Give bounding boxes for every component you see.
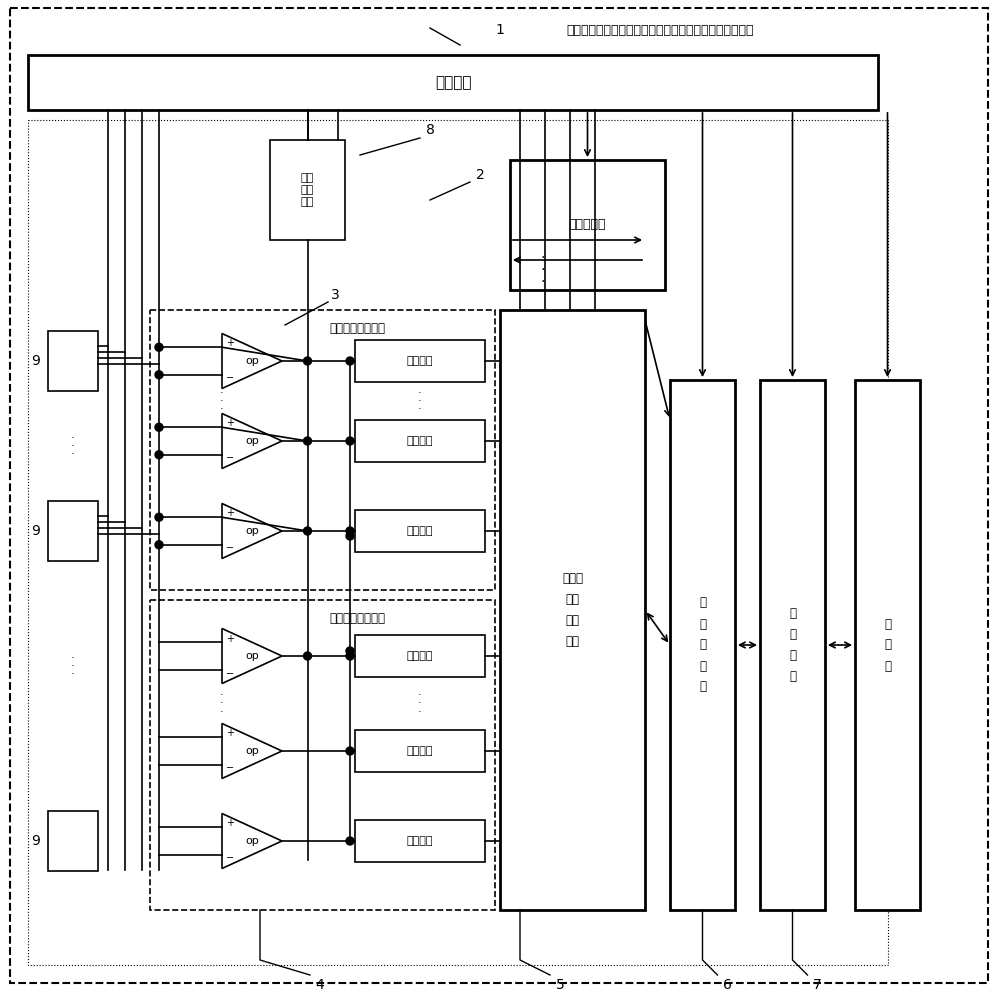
Text: 第二信号调理模块: 第二信号调理模块: [329, 611, 385, 624]
Circle shape: [346, 357, 354, 365]
Text: 5: 5: [555, 978, 564, 992]
Circle shape: [155, 541, 163, 549]
Text: 通
信
模
块: 通 信 模 块: [789, 607, 796, 683]
Text: ·
·
·: · · ·: [540, 251, 544, 289]
Text: 6: 6: [723, 978, 732, 992]
Text: −: −: [226, 544, 234, 554]
Text: +: +: [226, 634, 234, 644]
Text: +: +: [226, 508, 234, 518]
Text: +: +: [226, 338, 234, 349]
Bar: [270, 140, 345, 240]
Text: op: op: [245, 526, 259, 536]
Text: 偏置
电压
模块: 偏置 电压 模块: [301, 173, 314, 207]
Text: 滤波电路: 滤波电路: [407, 436, 434, 446]
Text: +: +: [226, 418, 234, 428]
Circle shape: [346, 652, 354, 660]
Text: −: −: [226, 854, 234, 863]
Circle shape: [304, 357, 312, 365]
Text: 滤波电路: 滤波电路: [407, 526, 434, 536]
Circle shape: [304, 527, 312, 535]
Circle shape: [304, 437, 312, 445]
Bar: [760, 380, 825, 910]
Text: +: +: [226, 728, 234, 738]
Text: op: op: [245, 436, 259, 446]
Circle shape: [346, 532, 354, 540]
Text: ·
·
·: · · ·: [71, 433, 75, 459]
Circle shape: [346, 527, 354, 535]
Text: 3: 3: [331, 288, 340, 302]
Bar: [855, 380, 920, 910]
Text: 滤波电路: 滤波电路: [407, 836, 434, 846]
Text: op: op: [245, 746, 259, 756]
Circle shape: [155, 423, 163, 431]
Text: −: −: [226, 454, 234, 464]
Text: 滤波电路: 滤波电路: [407, 356, 434, 366]
Text: ·
·
·: · · ·: [220, 690, 224, 717]
Text: op: op: [245, 356, 259, 366]
Text: 上
位
机: 上 位 机: [884, 617, 891, 672]
Bar: [355, 730, 485, 772]
Text: ·
·
·: · · ·: [220, 388, 224, 414]
Bar: [355, 820, 485, 862]
Bar: [355, 420, 485, 462]
Text: 数模转换器: 数模转换器: [568, 219, 606, 232]
Bar: [670, 380, 735, 910]
Text: 滤波电路: 滤波电路: [407, 651, 434, 661]
Bar: [48, 811, 98, 871]
Text: ·
·
·: · · ·: [71, 653, 75, 679]
Text: 1: 1: [496, 23, 504, 37]
Text: op: op: [245, 651, 259, 661]
Circle shape: [304, 652, 312, 660]
Circle shape: [155, 371, 163, 379]
Bar: [28, 55, 878, 110]
Bar: [355, 635, 485, 677]
Text: op: op: [245, 836, 259, 846]
Circle shape: [155, 451, 163, 459]
Bar: [510, 160, 665, 290]
Text: −: −: [226, 373, 234, 383]
Circle shape: [155, 343, 163, 351]
Text: 滤波电路: 滤波电路: [407, 746, 434, 756]
Text: ·
·
·: · · ·: [419, 388, 422, 414]
Text: 信
号
处
理
器: 信 号 处 理 器: [699, 596, 706, 694]
Text: 9: 9: [32, 524, 40, 538]
Bar: [500, 310, 645, 910]
Text: 传感器
信号
采集
模块: 传感器 信号 采集 模块: [562, 572, 583, 648]
Circle shape: [346, 747, 354, 755]
Text: −: −: [226, 668, 234, 678]
Bar: [355, 510, 485, 552]
Circle shape: [155, 513, 163, 521]
Text: 8: 8: [426, 123, 435, 137]
Text: 电源模块: 电源模块: [435, 75, 472, 90]
Bar: [150, 310, 495, 590]
Text: 第一信号调理模块: 第一信号调理模块: [329, 322, 385, 334]
Text: 4: 4: [316, 978, 325, 992]
Text: 2: 2: [476, 168, 485, 182]
Text: +: +: [226, 818, 234, 828]
Text: 9: 9: [32, 834, 40, 848]
Bar: [355, 340, 485, 382]
Text: 具有自动补偿功能的机器人末端六维力矩传感器采集系统: 具有自动补偿功能的机器人末端六维力矩传感器采集系统: [566, 23, 754, 36]
Text: ·
·
·: · · ·: [419, 690, 422, 717]
Text: −: −: [226, 764, 234, 774]
Bar: [48, 501, 98, 561]
Circle shape: [346, 837, 354, 845]
Circle shape: [346, 437, 354, 445]
Text: 7: 7: [813, 978, 822, 992]
Bar: [28, 120, 888, 965]
Circle shape: [346, 647, 354, 655]
Bar: [48, 331, 98, 391]
Text: 9: 9: [32, 354, 40, 368]
Bar: [150, 600, 495, 910]
